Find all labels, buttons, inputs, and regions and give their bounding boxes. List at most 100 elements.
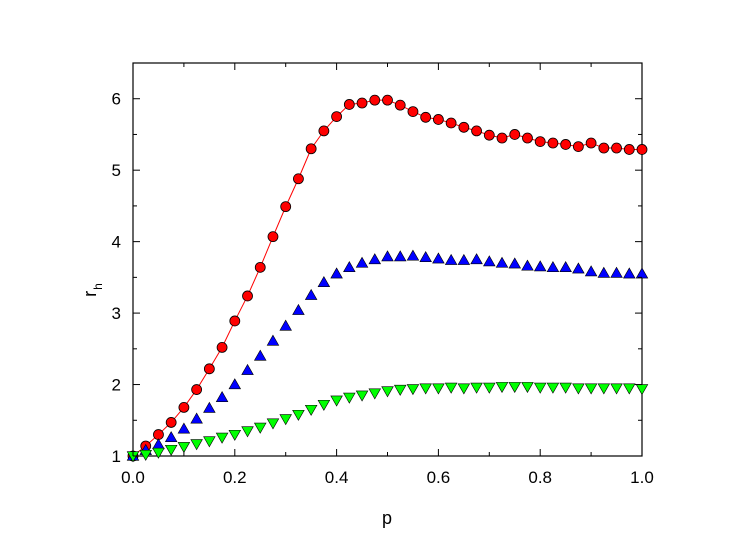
data-point: [165, 417, 177, 428]
data-point: [419, 251, 432, 262]
data-point: [343, 261, 356, 272]
data-point: [458, 121, 470, 133]
data-point: [368, 388, 382, 400]
y-tick-label: 1: [112, 447, 121, 466]
data-point: [241, 363, 254, 375]
data-point: [483, 129, 495, 141]
data-point: [190, 439, 203, 451]
data-point: [584, 265, 598, 277]
data-point: [254, 261, 266, 273]
data-point: [546, 261, 560, 272]
series-triangle-up: [126, 249, 649, 461]
y-tick-label: 2: [112, 376, 121, 395]
data-point: [215, 391, 229, 403]
data-point: [598, 142, 610, 154]
data-point: [483, 255, 496, 267]
data-point: [432, 252, 445, 264]
data-point: [444, 382, 458, 394]
data-point: [623, 267, 636, 279]
data-point: [331, 111, 343, 122]
y-axis-title-main: r: [80, 291, 100, 297]
y-tick-label: 4: [112, 233, 121, 252]
data-point: [393, 384, 407, 396]
data-point: [381, 386, 394, 398]
data-point: [509, 129, 521, 140]
data-point: [253, 349, 267, 361]
y-tick-label: 3: [112, 304, 121, 323]
data-point: [191, 384, 203, 395]
data-point: [635, 267, 649, 279]
data-point: [355, 390, 369, 402]
data-point: [292, 303, 305, 315]
data-point: [508, 257, 522, 269]
data-point: [293, 173, 304, 185]
data-point: [241, 426, 254, 438]
data-point: [267, 231, 279, 243]
data-point: [215, 432, 229, 444]
y-axis-title-subscript: h: [91, 283, 105, 290]
data-point: [164, 431, 178, 443]
data-point: [584, 383, 598, 395]
x-tick-label: 0.8: [528, 468, 552, 487]
data-point: [178, 402, 190, 413]
data-point: [457, 383, 471, 395]
data-point: [242, 290, 253, 302]
data-point: [317, 276, 331, 287]
data-point: [216, 341, 228, 353]
data-point: [636, 144, 648, 155]
plot-area: [126, 62, 649, 463]
data-point: [522, 132, 533, 144]
data-point: [228, 378, 242, 390]
data-point: [546, 382, 560, 394]
data-point: [152, 438, 165, 450]
data-point: [432, 383, 445, 395]
x-axis: 0.0 0.2 0.4 0.6 0.8 1.0: [121, 63, 654, 487]
y-tick-label: 6: [112, 90, 121, 109]
data-point: [304, 404, 318, 416]
data-point: [318, 125, 330, 137]
data-point: [547, 137, 559, 149]
data-point: [279, 414, 292, 426]
data-point: [496, 132, 508, 144]
data-point: [470, 253, 483, 265]
data-point: [444, 253, 458, 265]
x-tick-label: 0.2: [223, 468, 247, 487]
data-point: [445, 117, 457, 129]
data-point: [406, 249, 420, 261]
data-point: [534, 136, 546, 148]
series-circle: [127, 94, 648, 462]
data-point: [330, 395, 343, 407]
data-point: [368, 253, 382, 265]
data-point: [253, 422, 267, 434]
y-tick-label: 5: [112, 161, 121, 180]
data-point: [623, 144, 635, 155]
data-point: [164, 444, 178, 456]
data-point: [356, 97, 368, 109]
data-point: [279, 319, 292, 331]
data-point: [317, 399, 331, 411]
data-point: [153, 429, 164, 440]
data-point: [406, 384, 420, 396]
data-point: [560, 139, 572, 150]
data-point: [457, 253, 471, 265]
data-point: [177, 442, 191, 454]
data-point: [382, 94, 393, 106]
data-point: [369, 94, 381, 106]
data-point: [203, 401, 216, 413]
data-point: [471, 125, 482, 137]
x-tick-label: 0.0: [121, 468, 145, 487]
data-point: [610, 266, 623, 278]
data-point: [533, 260, 547, 272]
y-axis-title: rh: [80, 283, 105, 297]
data-point: [559, 261, 572, 272]
data-point: [228, 429, 242, 441]
data-point: [419, 383, 432, 395]
data-point: [508, 382, 522, 394]
series-triangle-down: [126, 382, 649, 463]
data-point: [495, 256, 509, 268]
data-point: [572, 383, 585, 395]
data-point: [139, 449, 152, 461]
data-point: [393, 250, 407, 262]
data-point: [533, 382, 547, 394]
